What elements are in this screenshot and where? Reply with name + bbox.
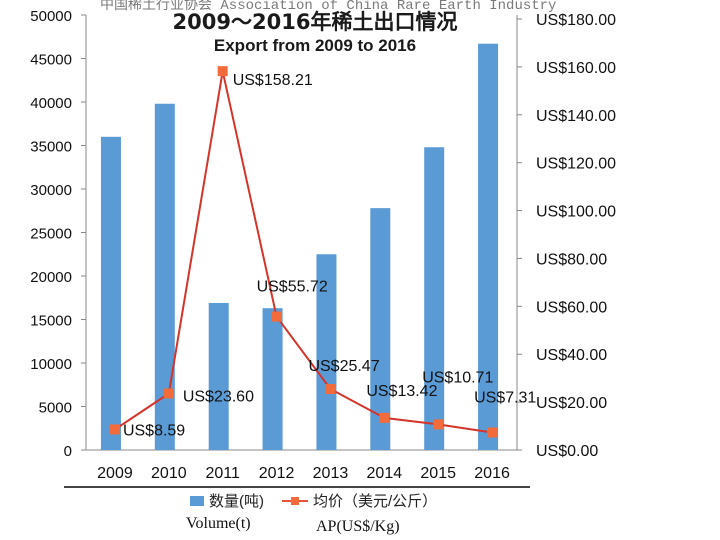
legend-item-volume: 数量(吨)	[190, 490, 264, 511]
point-price	[379, 412, 390, 423]
point-price	[109, 424, 120, 435]
legend-item-price: 均价（美元/公斤）	[282, 490, 437, 511]
y-right-tick-label: US$100.00	[536, 204, 616, 221]
legend-sub-price: AP(US$/Kg)	[316, 518, 400, 535]
x-tick-label: 2015	[420, 465, 456, 482]
bar-volume	[208, 302, 229, 450]
bar-volume	[262, 308, 283, 450]
y-right-tick-label: US$0.00	[536, 443, 598, 460]
chart-legend: 数量(吨) 均价（美元/公斤）	[190, 490, 437, 511]
watermark-text: 中国稀土行业协会 Association of China Rare Earth…	[100, 0, 557, 14]
y-left-tick-label: 25000	[30, 226, 72, 243]
data-label-price: US$13.42	[366, 383, 437, 400]
chart-title-en: Export from 2009 to 2016	[213, 36, 417, 55]
data-label-price: US$158.21	[233, 72, 313, 89]
legend-swatch-price	[282, 495, 308, 507]
y-left-tick-label: 45000	[30, 52, 72, 69]
bar-volume	[100, 136, 121, 451]
data-label-price: US$7.31	[474, 389, 536, 406]
y-right-tick-label: US$180.00	[536, 12, 616, 29]
y-left-tick-label: 20000	[30, 269, 72, 286]
point-price	[325, 384, 336, 395]
bar-volume	[370, 208, 391, 450]
x-tick-label: 2009	[97, 465, 133, 482]
data-label-price: US$25.47	[308, 358, 379, 375]
point-price	[271, 311, 282, 322]
data-label-price: US$55.72	[257, 279, 328, 296]
x-tick-label: 2011	[205, 465, 240, 482]
y-left-tick-label: 50000	[30, 8, 72, 25]
y-right-tick-label: US$80.00	[536, 251, 607, 268]
y-right-tick-label: US$160.00	[536, 60, 616, 77]
legend-label-volume: 数量(吨)	[209, 493, 264, 510]
y-left-tick-label: 5000	[39, 400, 72, 417]
data-label-price: US$10.71	[422, 369, 493, 386]
point-price	[487, 427, 498, 438]
y-left-tick-label: 40000	[30, 95, 72, 112]
y-right-tick-label: US$40.00	[536, 347, 607, 364]
chart-title-cn: 2009～2016年稀土出口情况	[172, 10, 458, 34]
point-price	[217, 66, 228, 77]
data-label-price: US$8.59	[123, 422, 185, 439]
bar-volume	[478, 43, 499, 451]
y-left-tick-label: 15000	[30, 313, 72, 330]
line-price	[114, 70, 493, 434]
legend-swatch-volume	[190, 495, 204, 506]
x-tick-label: 2012	[259, 465, 295, 482]
bar-volume	[316, 254, 337, 450]
legend-label-price: 均价（美元/公斤）	[313, 493, 438, 510]
y-left-tick-label: 10000	[30, 356, 72, 373]
y-right-tick-label: US$20.00	[536, 395, 607, 412]
y-right-tick-label: US$140.00	[536, 108, 616, 125]
y-right-tick-label: US$60.00	[536, 299, 607, 316]
point-price	[433, 419, 444, 430]
point-price	[163, 388, 174, 399]
y-left-tick-label: 30000	[30, 182, 72, 199]
x-tick-label: 2014	[367, 465, 403, 482]
x-tick-label: 2010	[151, 465, 187, 482]
data-label-price: US$23.60	[183, 388, 254, 405]
y-left-tick-label: 35000	[30, 139, 72, 156]
bar-volume	[154, 103, 175, 451]
bar-volume	[424, 147, 445, 451]
y-right-tick-label: US$120.00	[536, 156, 616, 173]
x-tick-label: 2013	[313, 465, 349, 482]
x-tick-label: 2016	[474, 465, 510, 482]
legend-sub-volume: Volume(t)	[186, 515, 251, 532]
y-left-tick-label: 0	[64, 443, 72, 460]
